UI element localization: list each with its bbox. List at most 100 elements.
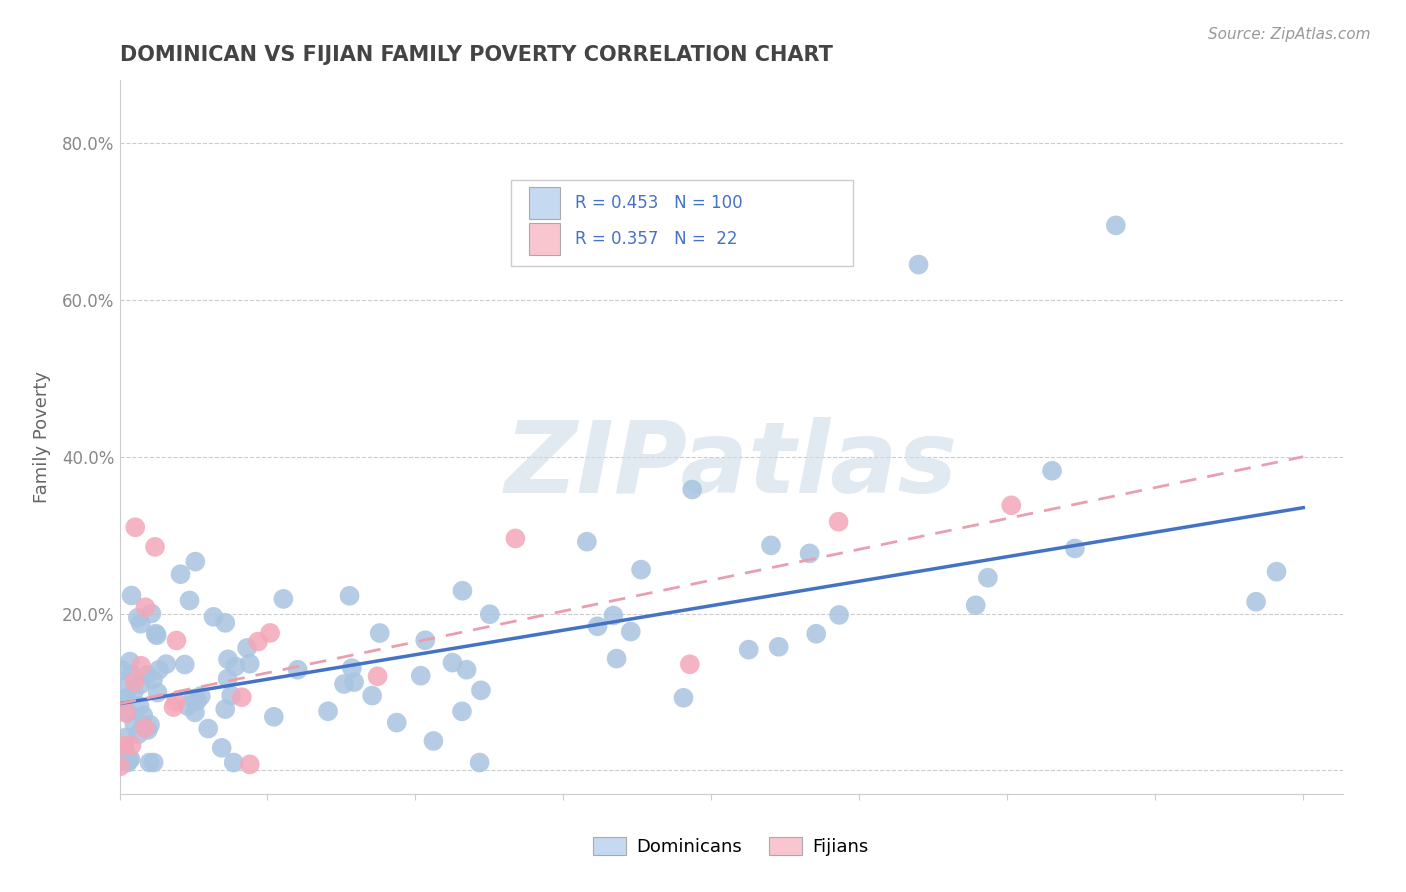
Point <box>768 640 790 654</box>
Point <box>586 619 609 633</box>
Point <box>413 633 436 648</box>
Point <box>806 627 828 641</box>
Point <box>145 626 167 640</box>
Text: R = 0.357   N =  22: R = 0.357 N = 22 <box>575 230 737 248</box>
Point <box>470 683 492 698</box>
Point <box>132 708 155 723</box>
Point <box>128 699 150 714</box>
Point <box>136 723 159 737</box>
Point <box>602 608 624 623</box>
Text: R = 0.453   N = 100: R = 0.453 N = 100 <box>575 194 742 212</box>
Point <box>907 258 929 272</box>
Point <box>129 658 152 673</box>
Point <box>202 610 225 624</box>
Point <box>339 589 361 603</box>
Point <box>441 656 464 670</box>
Text: DOMINICAN VS FIJIAN FAMILY POVERTY CORRELATION CHART: DOMINICAN VS FIJIAN FAMILY POVERTY CORRE… <box>120 45 832 65</box>
Point <box>828 607 851 622</box>
Text: ZIPatlas: ZIPatlas <box>505 417 957 514</box>
Point <box>146 685 169 699</box>
Point <box>112 693 135 707</box>
Point <box>146 628 169 642</box>
Point <box>134 600 156 615</box>
Point <box>134 721 156 735</box>
Point <box>139 718 162 732</box>
Point <box>115 706 138 720</box>
Point <box>177 699 200 714</box>
Point <box>162 700 184 714</box>
Point <box>340 661 363 675</box>
Point <box>575 534 598 549</box>
Bar <box>529 187 560 219</box>
Point <box>263 710 285 724</box>
Point <box>965 599 987 613</box>
Point <box>214 615 236 630</box>
Bar <box>529 223 560 255</box>
Point <box>142 756 165 770</box>
Point <box>117 756 139 770</box>
Legend: Dominicans, Fijians: Dominicans, Fijians <box>586 830 876 863</box>
Point <box>179 593 201 607</box>
Point <box>1244 595 1267 609</box>
Point <box>361 689 384 703</box>
Point <box>827 515 849 529</box>
Point <box>124 674 146 689</box>
Point <box>287 663 309 677</box>
Point <box>222 756 245 770</box>
Point <box>155 657 177 671</box>
Point <box>1000 499 1022 513</box>
Point <box>385 715 408 730</box>
Point <box>738 642 761 657</box>
Point <box>184 706 207 720</box>
Point <box>259 626 281 640</box>
Point <box>110 754 132 768</box>
Point <box>122 685 145 699</box>
Point <box>121 667 143 681</box>
Point <box>143 540 166 554</box>
Point <box>224 659 246 673</box>
Point <box>343 675 366 690</box>
Point <box>127 727 149 741</box>
Point <box>165 695 187 709</box>
Point <box>132 719 155 733</box>
Point <box>141 607 163 621</box>
Point <box>117 706 139 720</box>
Point <box>190 689 212 703</box>
Point <box>121 738 143 752</box>
Point <box>456 663 478 677</box>
Point <box>422 734 444 748</box>
Point <box>759 538 782 552</box>
Point <box>181 691 204 706</box>
Point <box>214 702 236 716</box>
Point <box>451 704 474 718</box>
Point <box>1265 565 1288 579</box>
Point <box>120 752 142 766</box>
FancyBboxPatch shape <box>510 180 853 266</box>
Point <box>1040 464 1063 478</box>
Point <box>138 756 160 770</box>
Point <box>122 716 145 731</box>
Point <box>409 669 432 683</box>
Point <box>219 689 242 703</box>
Point <box>672 690 695 705</box>
Point <box>108 759 131 773</box>
Point <box>197 722 219 736</box>
Point <box>118 753 141 767</box>
Point <box>236 640 259 655</box>
Point <box>166 633 188 648</box>
Point <box>505 532 527 546</box>
Point <box>121 589 143 603</box>
Point <box>142 673 165 687</box>
Point <box>217 652 239 666</box>
Point <box>112 753 135 767</box>
Point <box>169 567 191 582</box>
Point <box>606 651 628 665</box>
Point <box>129 616 152 631</box>
Point <box>129 677 152 691</box>
Point <box>115 731 138 745</box>
Point <box>127 610 149 624</box>
Point <box>115 690 138 705</box>
Point <box>118 655 141 669</box>
Point <box>799 546 821 560</box>
Point <box>273 591 295 606</box>
